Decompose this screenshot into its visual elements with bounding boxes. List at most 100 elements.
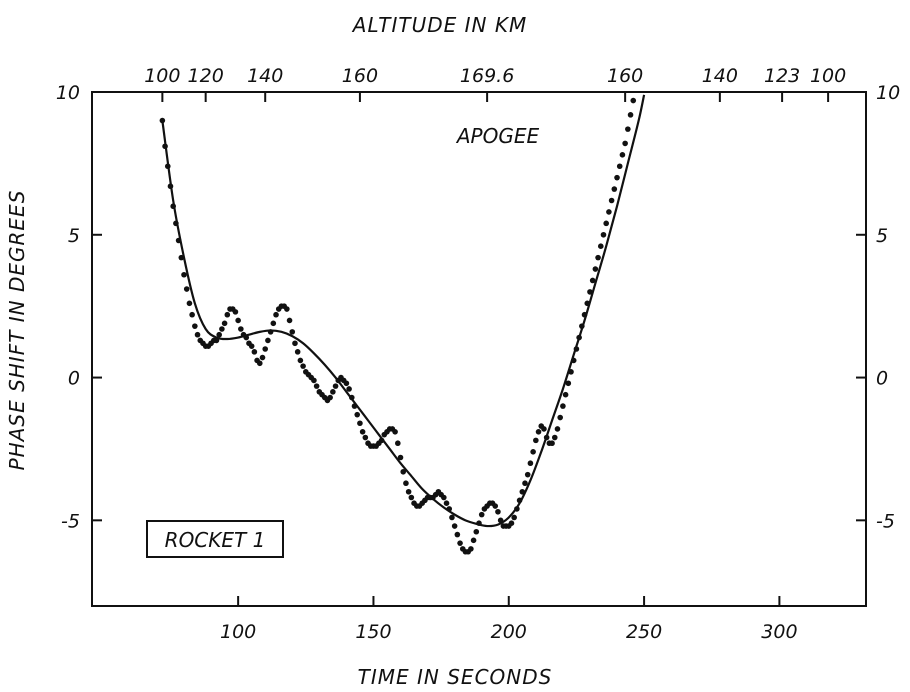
x-tick-label: 300 [761, 621, 797, 643]
data-point [616, 163, 623, 170]
data-point [554, 426, 561, 432]
data-point [400, 468, 407, 475]
data-point [395, 440, 401, 447]
data-point [194, 331, 201, 338]
y-tick-label-left: 5 [68, 225, 80, 247]
data-point [549, 440, 555, 447]
y-tick-label-right: 5 [876, 225, 888, 247]
data-point [362, 434, 369, 441]
top-tick-label: 100 [144, 65, 180, 87]
data-point [533, 437, 539, 444]
rocket-label-box [146, 520, 284, 558]
top-tick-label: 169.6 [460, 65, 514, 87]
data-point [492, 503, 499, 509]
top-axis-title: ALTITUDE IN KM [351, 13, 527, 37]
y-axis-title: PHASE SHIFT IN DEGREES [5, 190, 29, 471]
data-point [603, 220, 609, 227]
x-tick-label: 150 [355, 621, 391, 643]
data-point [592, 266, 599, 272]
data-point [300, 363, 306, 369]
data-point [449, 514, 455, 521]
data-point [535, 429, 542, 435]
top-tick-label: 160 [607, 65, 643, 87]
data-point [562, 391, 569, 398]
data-point [454, 531, 461, 538]
y-tick-label-left: 10 [56, 82, 80, 104]
top-tick-label: 160 [342, 65, 378, 87]
data-point [343, 380, 350, 387]
top-tick-label: 140 [702, 65, 738, 87]
data-point [297, 357, 304, 364]
data-point [522, 480, 528, 487]
data-point [232, 309, 239, 315]
top-tick-label: 120 [188, 65, 224, 87]
data-point [473, 528, 480, 535]
data-point [597, 243, 604, 249]
y-tick-label-right: 0 [876, 368, 888, 390]
data-point [611, 186, 618, 192]
data-point [332, 383, 339, 389]
data-point [238, 326, 244, 332]
data-point [627, 112, 634, 118]
data-point [262, 346, 269, 352]
data-point [527, 460, 534, 467]
data-point [630, 97, 637, 104]
data-point [451, 523, 458, 529]
data-point [551, 434, 558, 441]
data-point [359, 429, 366, 435]
data-point [457, 540, 463, 546]
data-point [183, 286, 190, 292]
x-axis-title: TIME IN SECONDS [358, 665, 553, 689]
data-point [606, 209, 612, 215]
data-point [235, 317, 241, 324]
top-tick-label: 100 [810, 65, 846, 87]
data-point [289, 329, 296, 335]
data-point [251, 349, 258, 355]
apogee-annotation: APOGEE [455, 124, 540, 148]
data-point [357, 420, 363, 427]
y-tick-label-left: 0 [68, 368, 80, 390]
data-point [403, 480, 409, 487]
x-tick-label: 200 [491, 621, 527, 643]
data-point [565, 380, 572, 387]
data-point [595, 254, 601, 261]
data-point [408, 494, 415, 501]
y-tick-label-left: -5 [61, 510, 80, 532]
data-point [273, 311, 279, 318]
data-point [330, 389, 336, 395]
y-tick-label-right: 10 [876, 82, 900, 104]
data-point [189, 311, 195, 318]
data-point [392, 429, 398, 435]
data-point [557, 414, 563, 421]
data-point [270, 320, 277, 327]
y-tick-label-right: -5 [876, 510, 895, 532]
data-point [560, 403, 566, 409]
x-tick-label: 250 [626, 621, 662, 643]
data-point [286, 317, 293, 324]
data-point [608, 197, 615, 204]
data-point [327, 394, 333, 401]
data-point [530, 449, 536, 455]
data-point [248, 343, 255, 349]
data-point [541, 426, 547, 432]
data-point [219, 326, 225, 332]
data-point [284, 306, 290, 312]
data-point [311, 377, 317, 384]
data-point [186, 300, 193, 307]
data-point [294, 349, 301, 355]
data-point [614, 174, 620, 181]
data-point [495, 508, 501, 515]
rocket-label: ROCKET 1 [165, 528, 266, 552]
data-point [478, 511, 485, 518]
data-point [600, 231, 607, 238]
data-point [354, 411, 361, 418]
data-point [511, 514, 517, 521]
data-point [346, 386, 352, 392]
plot-frame [91, 91, 867, 607]
data-point [524, 471, 531, 478]
data-point [441, 494, 447, 501]
top-tick-label: 123 [764, 65, 800, 87]
data-point [265, 337, 271, 344]
data-point [622, 140, 628, 147]
